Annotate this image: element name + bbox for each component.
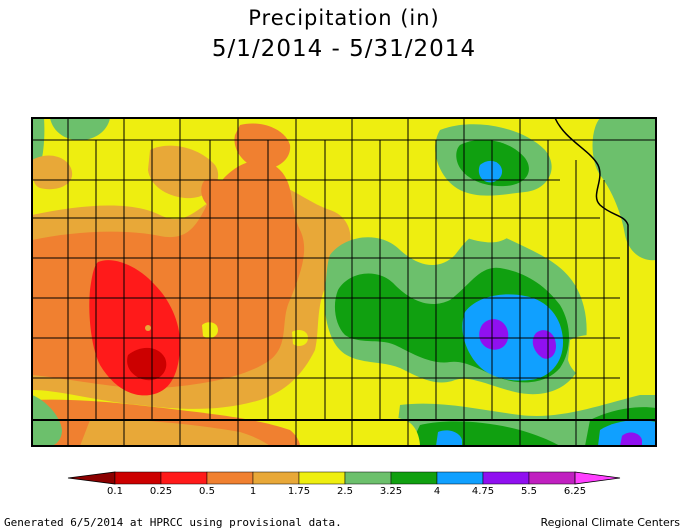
zone-tan-west <box>32 155 73 190</box>
zone-green-nw <box>50 118 110 141</box>
legend-tick: 1 <box>249 486 257 497</box>
zone-purple-3 <box>620 432 642 446</box>
legend-swatch <box>298 471 346 485</box>
legend-swatch <box>252 471 300 485</box>
footer-generated-note: Generated 6/5/2014 at HPRCC using provis… <box>4 516 342 529</box>
legend-tick: 5.5 <box>521 486 537 497</box>
legend-tick: 4.75 <box>471 486 495 497</box>
zone-blue-east <box>462 294 564 381</box>
map-title: Precipitation (in) <box>248 6 440 30</box>
zone-blue-ne <box>478 160 503 183</box>
legend-swatch <box>528 471 576 485</box>
zone-yellow-se <box>300 412 420 446</box>
zone-tan-sw <box>80 419 270 446</box>
zone-tan-north <box>148 145 219 199</box>
legend-tick: 0.25 <box>149 486 173 497</box>
legend-colorbar <box>67 471 621 485</box>
zone-purple-2 <box>532 330 556 359</box>
legend-swatch <box>206 471 254 485</box>
zone-orange-n2 <box>201 178 233 209</box>
legend-swatch <box>344 471 392 485</box>
legend-tick: 2.5 <box>337 486 353 497</box>
legend-tick: 0.1 <box>107 486 123 497</box>
legend-arrow-left <box>67 471 116 485</box>
legend-tick: 3.25 <box>379 486 403 497</box>
legend-tick: 6.25 <box>563 486 587 497</box>
legend-arrow-right <box>574 471 621 485</box>
zone-blue-s <box>436 430 462 446</box>
state-border-river <box>554 117 629 420</box>
zone-darkred <box>127 347 167 381</box>
zone-yellow-east-c <box>568 334 634 385</box>
zone-purple-1 <box>479 319 509 350</box>
county-lines <box>32 118 656 446</box>
precip-field <box>32 118 656 446</box>
zone-tan-spot <box>145 325 151 331</box>
legend-tick: 1.75 <box>287 486 311 497</box>
zone-green-far-east <box>592 118 656 261</box>
legend-swatch <box>436 471 484 485</box>
map-date-range: 5/1/2014 - 5/31/2014 <box>211 36 477 62</box>
legend-swatch <box>114 471 162 485</box>
legend-tick: 4 <box>433 486 441 497</box>
zone-orange-north <box>234 123 291 169</box>
legend-swatch <box>390 471 438 485</box>
legend-tick: 0.5 <box>199 486 215 497</box>
zone-yellow-east-a <box>445 204 514 243</box>
footer-credit: Regional Climate Centers <box>540 516 680 529</box>
map-frame <box>31 117 657 447</box>
legend-swatch <box>482 471 530 485</box>
legend-swatch <box>160 471 208 485</box>
